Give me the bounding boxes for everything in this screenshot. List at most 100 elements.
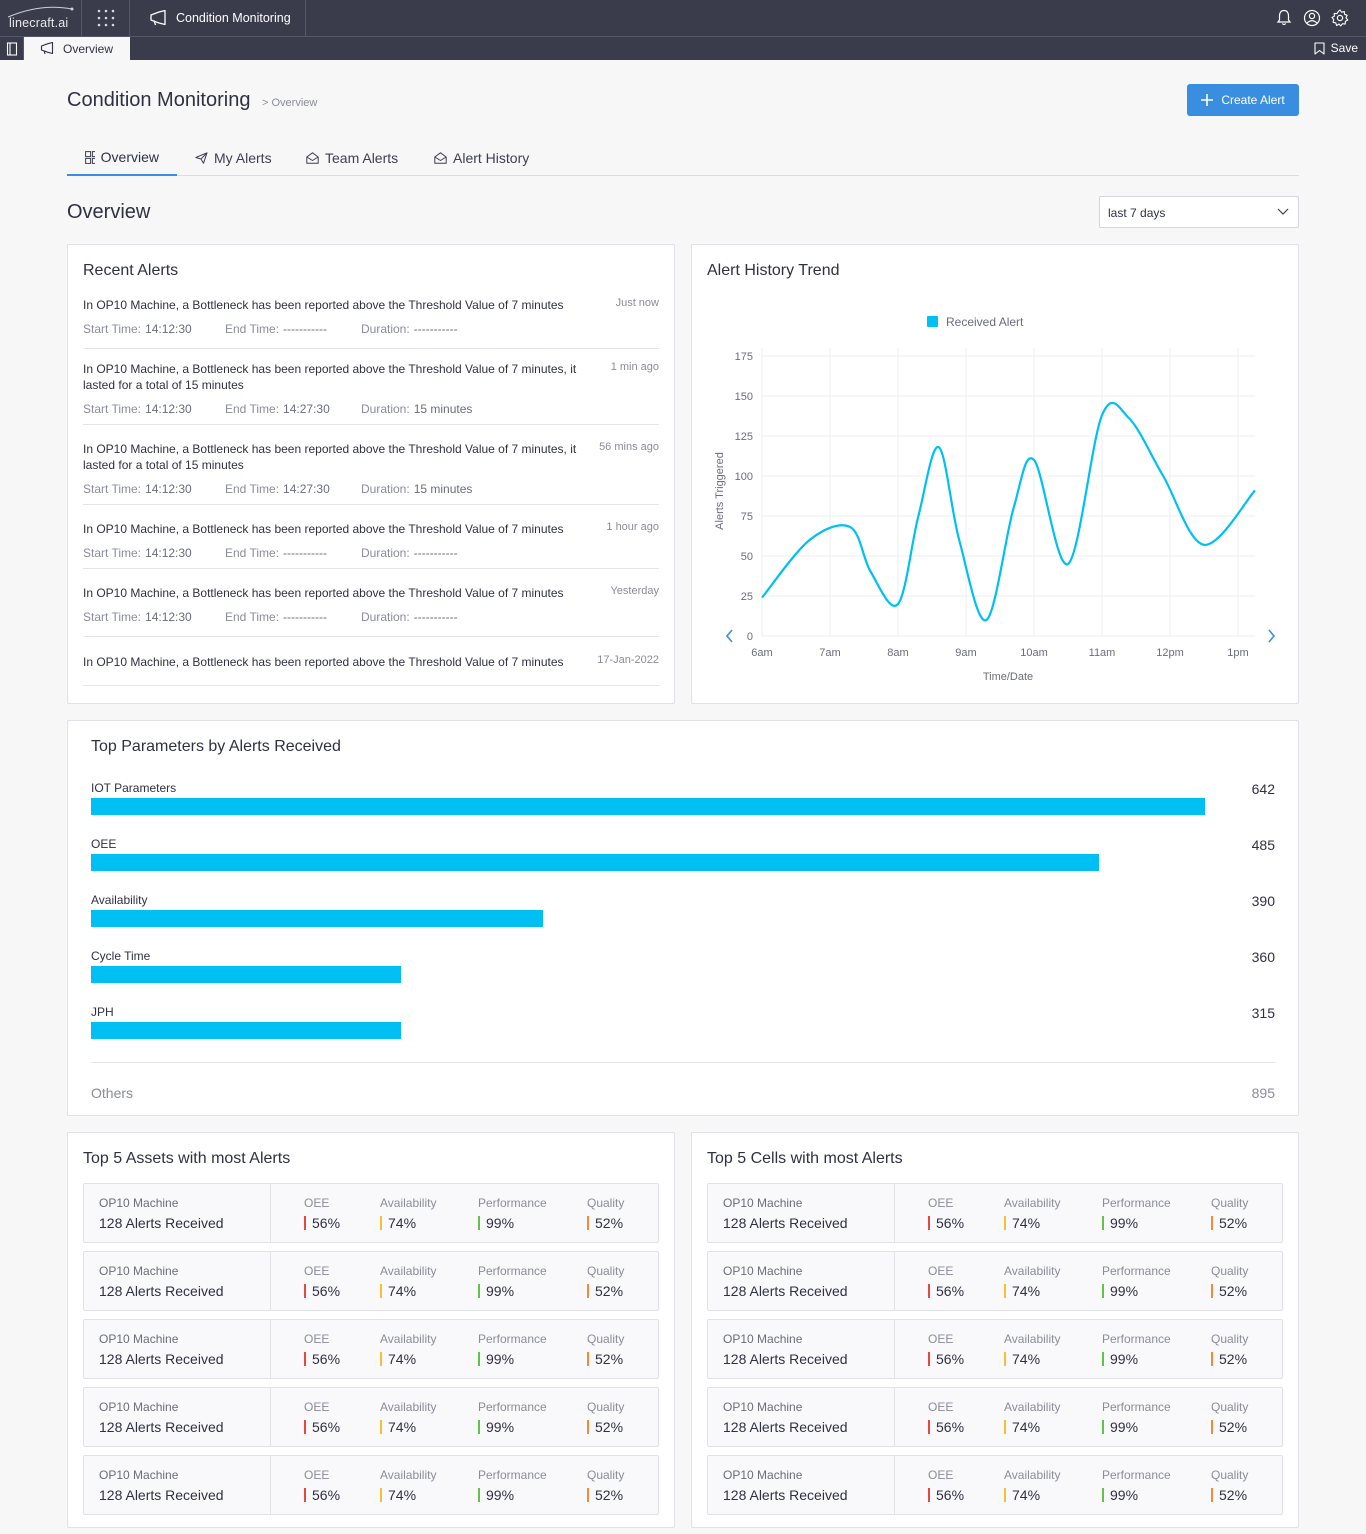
y-tick-label: 50 bbox=[741, 551, 753, 563]
logo[interactable]: linecraft.ai bbox=[0, 0, 82, 36]
metric-value: 99% bbox=[1110, 1283, 1139, 1299]
status-indicator bbox=[478, 1216, 480, 1230]
asset-row[interactable]: OP10 Machine 128 Alerts Received OEE 56% Ava… bbox=[707, 1387, 1283, 1447]
metric-label: OEE bbox=[304, 1196, 330, 1210]
alert-item[interactable]: In OP10 Machine, a Bottleneck has been r… bbox=[83, 441, 659, 505]
alert-start: Start Time: 14:12:30 bbox=[83, 482, 192, 496]
metric-oee: OEE 56% bbox=[928, 1196, 964, 1231]
alert-start: Start Time: 14:12:30 bbox=[83, 402, 192, 416]
create-alert-button[interactable]: Create Alert bbox=[1187, 84, 1299, 116]
metric-availability: Availability 74% bbox=[1004, 1264, 1060, 1299]
metric-quality: Quality 52% bbox=[1211, 1196, 1248, 1231]
asset-row[interactable]: OP10 Machine 128 Alerts Received OEE 56% Ava… bbox=[83, 1387, 659, 1447]
metric-oee: OEE 56% bbox=[304, 1196, 340, 1231]
bookmark-icon bbox=[6, 42, 18, 56]
metric-label: Availability bbox=[1004, 1196, 1061, 1210]
status-indicator bbox=[1102, 1488, 1104, 1502]
metric-value: 74% bbox=[388, 1419, 417, 1435]
status-indicator bbox=[1004, 1352, 1006, 1366]
metric-value: 56% bbox=[312, 1351, 341, 1367]
tab-alert-history[interactable]: Alert History bbox=[416, 140, 547, 176]
chevron-left-icon[interactable] bbox=[725, 629, 733, 643]
asset-row[interactable]: OP10 Machine 128 Alerts Received OEE 56% Ava… bbox=[707, 1319, 1283, 1379]
status-indicator bbox=[380, 1284, 382, 1298]
metric-value-row: 56% bbox=[304, 1215, 340, 1231]
chevron-right-icon[interactable] bbox=[1268, 629, 1276, 643]
x-axis-title: Time/Date bbox=[983, 671, 1033, 683]
alert-item[interactable]: In OP10 Machine, a Bottleneck has been r… bbox=[83, 585, 659, 637]
save-button[interactable]: Save bbox=[1314, 41, 1358, 55]
metric-value: 56% bbox=[936, 1351, 965, 1367]
metric-performance: Performance 99% bbox=[478, 1332, 547, 1367]
metric-label: Performance bbox=[478, 1400, 547, 1414]
gear-icon[interactable] bbox=[1331, 9, 1349, 27]
alert-item[interactable]: In OP10 Machine, a Bottleneck has been r… bbox=[83, 361, 659, 425]
asset-row[interactable]: OP10 Machine 128 Alerts Received OEE 56% Ava… bbox=[707, 1251, 1283, 1311]
open-tab-overview[interactable]: Overview bbox=[24, 37, 130, 60]
metric-value: 56% bbox=[936, 1487, 965, 1503]
bar-track[interactable] bbox=[91, 1022, 1205, 1039]
metric-label: Quality bbox=[1211, 1468, 1249, 1482]
divider bbox=[894, 1388, 895, 1446]
module-condition-monitoring[interactable]: Condition Monitoring bbox=[131, 0, 306, 36]
metric-value-row: 52% bbox=[1211, 1351, 1248, 1367]
asset-row[interactable]: OP10 Machine 128 Alerts Received OEE 56% Ava… bbox=[83, 1455, 659, 1515]
bar-track[interactable] bbox=[91, 966, 1205, 983]
alert-start: Start Time: 14:12:30 bbox=[83, 322, 192, 336]
alert-item[interactable]: In OP10 Machine, a Bottleneck has been r… bbox=[83, 521, 659, 569]
y-tick-label: 100 bbox=[735, 471, 753, 483]
others-label[interactable]: Others bbox=[91, 1085, 134, 1101]
metric-oee: OEE 56% bbox=[304, 1332, 340, 1367]
series-line-received-alert bbox=[761, 401, 1256, 622]
bar-track[interactable] bbox=[91, 910, 1205, 927]
others-value: 895 bbox=[1251, 1085, 1275, 1101]
alert-message: In OP10 Machine, a Bottleneck has been r… bbox=[83, 298, 564, 312]
asset-row[interactable]: OP10 Machine 128 Alerts Received OEE 56% Ava… bbox=[83, 1183, 659, 1243]
metric-availability: Availability 74% bbox=[380, 1400, 436, 1435]
metric-value: 74% bbox=[388, 1351, 417, 1367]
inbox-icon bbox=[434, 152, 447, 164]
asset-row[interactable]: OP10 Machine 128 Alerts Received OEE 56% Ava… bbox=[707, 1455, 1283, 1515]
status-indicator bbox=[380, 1420, 382, 1434]
asset-alert-count: 128 Alerts Received bbox=[99, 1215, 224, 1231]
alert-trend-card: Alert History Trend 0 25 50 75 100 125 150 175 6… bbox=[691, 244, 1299, 704]
bar-track[interactable] bbox=[91, 798, 1205, 815]
bar-track[interactable] bbox=[91, 854, 1205, 871]
alert-end: End Time: ----------- bbox=[225, 546, 327, 560]
apps-grid-button[interactable] bbox=[82, 0, 130, 36]
top-cells-title: Top 5 Cells with most Alerts bbox=[707, 1150, 903, 1167]
tab-my-alerts[interactable]: My Alerts bbox=[177, 140, 290, 176]
metric-label: Quality bbox=[587, 1332, 625, 1346]
asset-row[interactable]: OP10 Machine 128 Alerts Received OEE 56% Ava… bbox=[707, 1183, 1283, 1243]
metric-value-row: 56% bbox=[304, 1351, 340, 1367]
metric-value: 74% bbox=[1012, 1419, 1041, 1435]
asset-row[interactable]: OP10 Machine 128 Alerts Received OEE 56% Ava… bbox=[83, 1319, 659, 1379]
period-value: last 7 days bbox=[1108, 206, 1166, 220]
metric-label: OEE bbox=[928, 1264, 954, 1278]
period-select[interactable]: last 7 days bbox=[1099, 196, 1299, 228]
metric-label: Availability bbox=[1004, 1264, 1061, 1278]
alert-item[interactable]: In OP10 Machine, a Bottleneck has been r… bbox=[83, 297, 659, 349]
alert-time: 56 mins ago bbox=[599, 441, 659, 453]
bell-icon[interactable] bbox=[1276, 9, 1292, 27]
status-indicator bbox=[1004, 1420, 1006, 1434]
tab-overview[interactable]: Overview bbox=[67, 140, 177, 176]
tab-team-alerts[interactable]: Team Alerts bbox=[288, 140, 416, 176]
legend-swatch bbox=[927, 316, 938, 327]
asset-alert-count: 128 Alerts Received bbox=[99, 1487, 224, 1503]
y-tick-label: 150 bbox=[735, 391, 753, 403]
alert-item[interactable]: In OP10 Machine, a Bottleneck has been r… bbox=[83, 654, 659, 686]
breadcrumb[interactable]: > Overview bbox=[262, 97, 318, 109]
x-tick-label: 8am bbox=[887, 647, 908, 659]
metric-label: OEE bbox=[304, 1332, 330, 1346]
y-tick-label: 25 bbox=[741, 591, 753, 603]
metric-value: 99% bbox=[486, 1283, 515, 1299]
user-icon[interactable] bbox=[1303, 9, 1321, 27]
metric-value: 56% bbox=[312, 1283, 341, 1299]
status-indicator bbox=[587, 1488, 589, 1502]
bookmark-toggle[interactable] bbox=[0, 37, 24, 60]
alert-time: Yesterday bbox=[610, 585, 659, 597]
metric-value-row: 99% bbox=[1102, 1351, 1171, 1367]
metric-label: Performance bbox=[478, 1264, 547, 1278]
asset-row[interactable]: OP10 Machine 128 Alerts Received OEE 56% Ava… bbox=[83, 1251, 659, 1311]
